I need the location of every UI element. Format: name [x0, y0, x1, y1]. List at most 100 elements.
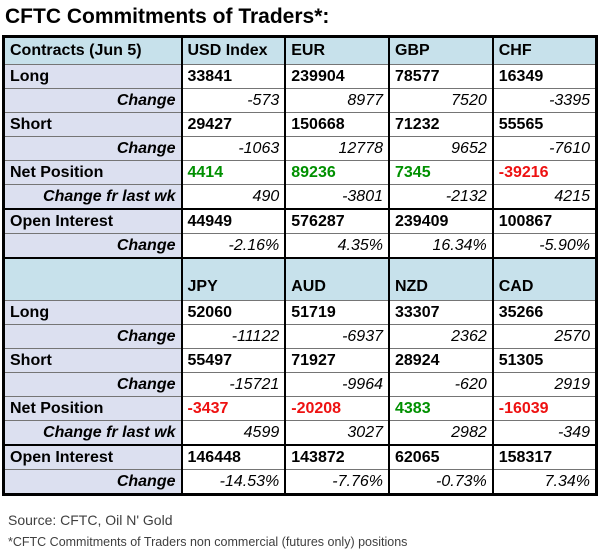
row-label: Net Position — [3, 396, 182, 421]
data-cell: -9964 — [284, 372, 389, 397]
column-header-cad: CAD — [491, 257, 597, 301]
data-cell: -7.76% — [284, 469, 389, 495]
data-cell: -5.90% — [491, 233, 597, 258]
row-label: Change — [3, 233, 182, 258]
table-row: Change -11122 -6937 2362 2570 — [3, 324, 597, 349]
data-cell: 239409 — [388, 208, 493, 234]
row-label: Long — [3, 300, 182, 325]
data-cell: 158317 — [491, 444, 597, 470]
data-cell: 239904 — [284, 64, 389, 89]
table-row: Change fr last wk 4599 3027 2982 -349 — [3, 420, 597, 445]
data-cell: -573 — [180, 88, 286, 113]
data-cell: 576287 — [284, 208, 389, 234]
data-cell: -11122 — [180, 324, 286, 349]
data-cell: -2132 — [388, 184, 493, 209]
data-cell: 89236 — [284, 160, 389, 185]
report-footer: Source: CFTC, Oil N' Gold *CFTC Commitme… — [8, 512, 598, 549]
data-cell: -3801 — [284, 184, 389, 209]
row-label: Short — [3, 348, 182, 373]
row-label: Change — [3, 469, 182, 495]
table-row: Change -1063 12778 9652 -7610 — [3, 136, 597, 161]
data-cell: 12778 — [284, 136, 389, 161]
column-header-jpy: JPY — [180, 257, 286, 301]
data-cell: 33307 — [388, 300, 493, 325]
data-cell: 4414 — [180, 160, 286, 185]
data-cell: -6937 — [284, 324, 389, 349]
data-cell: 71232 — [388, 112, 493, 137]
data-cell: 51719 — [284, 300, 389, 325]
data-cell: 4215 — [491, 184, 597, 209]
cot-table: Contracts (Jun 5) USD Index EUR GBP CHF Long 3… — [2, 35, 598, 496]
data-cell: -620 — [388, 372, 493, 397]
row-label: Change — [3, 324, 182, 349]
column-header-chf: CHF — [491, 36, 597, 65]
data-cell: 7.34% — [491, 469, 597, 495]
column-header-usd-index: USD Index — [180, 36, 286, 65]
footnote-text: *CFTC Commitments of Traders non commerc… — [8, 535, 408, 549]
data-cell: 44949 — [180, 208, 286, 234]
corner-header: Contracts (Jun 5) — [3, 36, 182, 65]
row-label: Change fr last wk — [3, 184, 182, 209]
column-header-eur: EUR — [284, 36, 389, 65]
table-section-2: JPY AUD NZD CAD Long 52060 51719 33307 35266 Chan… — [3, 257, 597, 495]
table-row: Long 52060 51719 33307 35266 — [3, 300, 597, 325]
data-cell: 9652 — [388, 136, 493, 161]
data-cell: 52060 — [180, 300, 286, 325]
row-label: Change — [3, 372, 182, 397]
data-cell: 4383 — [388, 396, 493, 421]
data-cell: 4599 — [180, 420, 286, 445]
data-cell: 55497 — [180, 348, 286, 373]
data-cell: 2570 — [491, 324, 597, 349]
data-cell: 71927 — [284, 348, 389, 373]
data-cell: -20208 — [284, 396, 389, 421]
data-cell: 7345 — [388, 160, 493, 185]
source-text: Source: CFTC, Oil N' Gold — [8, 512, 173, 528]
table-row: Change -573 8977 7520 -3395 — [3, 88, 597, 113]
data-cell: 8977 — [284, 88, 389, 113]
table-row: Change -14.53% -7.76% -0.73% 7.34% — [3, 469, 597, 495]
data-cell: -39216 — [491, 160, 597, 185]
column-header-nzd: NZD — [388, 257, 493, 301]
data-cell: -349 — [491, 420, 597, 445]
data-cell: 146448 — [180, 444, 286, 470]
data-cell: 2362 — [388, 324, 493, 349]
data-cell: 62065 — [388, 444, 493, 470]
data-cell: 100867 — [491, 208, 597, 234]
data-cell: -3395 — [491, 88, 597, 113]
table-section-1: Contracts (Jun 5) USD Index EUR GBP CHF Long 3… — [3, 36, 597, 258]
data-cell: -14.53% — [180, 469, 286, 495]
data-cell: 29427 — [180, 112, 286, 137]
data-cell: 55565 — [491, 112, 597, 137]
row-label: Change — [3, 136, 182, 161]
row-label: Change fr last wk — [3, 420, 182, 445]
column-header-aud: AUD — [284, 257, 389, 301]
row-label: Open Interest — [3, 444, 182, 470]
header-row: JPY AUD NZD CAD — [3, 257, 597, 301]
table-row: Short 29427 150668 71232 55565 — [3, 112, 597, 137]
table-row: Change -2.16% 4.35% 16.34% -5.90% — [3, 233, 597, 258]
data-cell: -3437 — [180, 396, 286, 421]
data-cell: -1063 — [180, 136, 286, 161]
data-cell: -15721 — [180, 372, 286, 397]
data-cell: 4.35% — [284, 233, 389, 258]
data-cell: 78577 — [388, 64, 493, 89]
corner-header — [3, 257, 182, 301]
row-label: Short — [3, 112, 182, 137]
data-cell: -16039 — [491, 396, 597, 421]
row-label: Open Interest — [3, 208, 182, 234]
table-row: Net Position -3437 -20208 4383 -16039 — [3, 396, 597, 421]
data-cell: 150668 — [284, 112, 389, 137]
header-row: Contracts (Jun 5) USD Index EUR GBP CHF — [3, 36, 597, 65]
table-row: Net Position 4414 89236 7345 -39216 — [3, 160, 597, 185]
table-row: Change fr last wk 490 -3801 -2132 4215 — [3, 184, 597, 209]
table-row: Change -15721 -9964 -620 2919 — [3, 372, 597, 397]
data-cell: -2.16% — [180, 233, 286, 258]
data-cell: -0.73% — [388, 469, 493, 495]
data-cell: 490 — [180, 184, 286, 209]
data-cell: 16.34% — [388, 233, 493, 258]
data-cell: 51305 — [491, 348, 597, 373]
table-row: Open Interest 146448 143872 62065 158317 — [3, 444, 597, 470]
table-row: Short 55497 71927 28924 51305 — [3, 348, 597, 373]
column-header-gbp: GBP — [388, 36, 493, 65]
